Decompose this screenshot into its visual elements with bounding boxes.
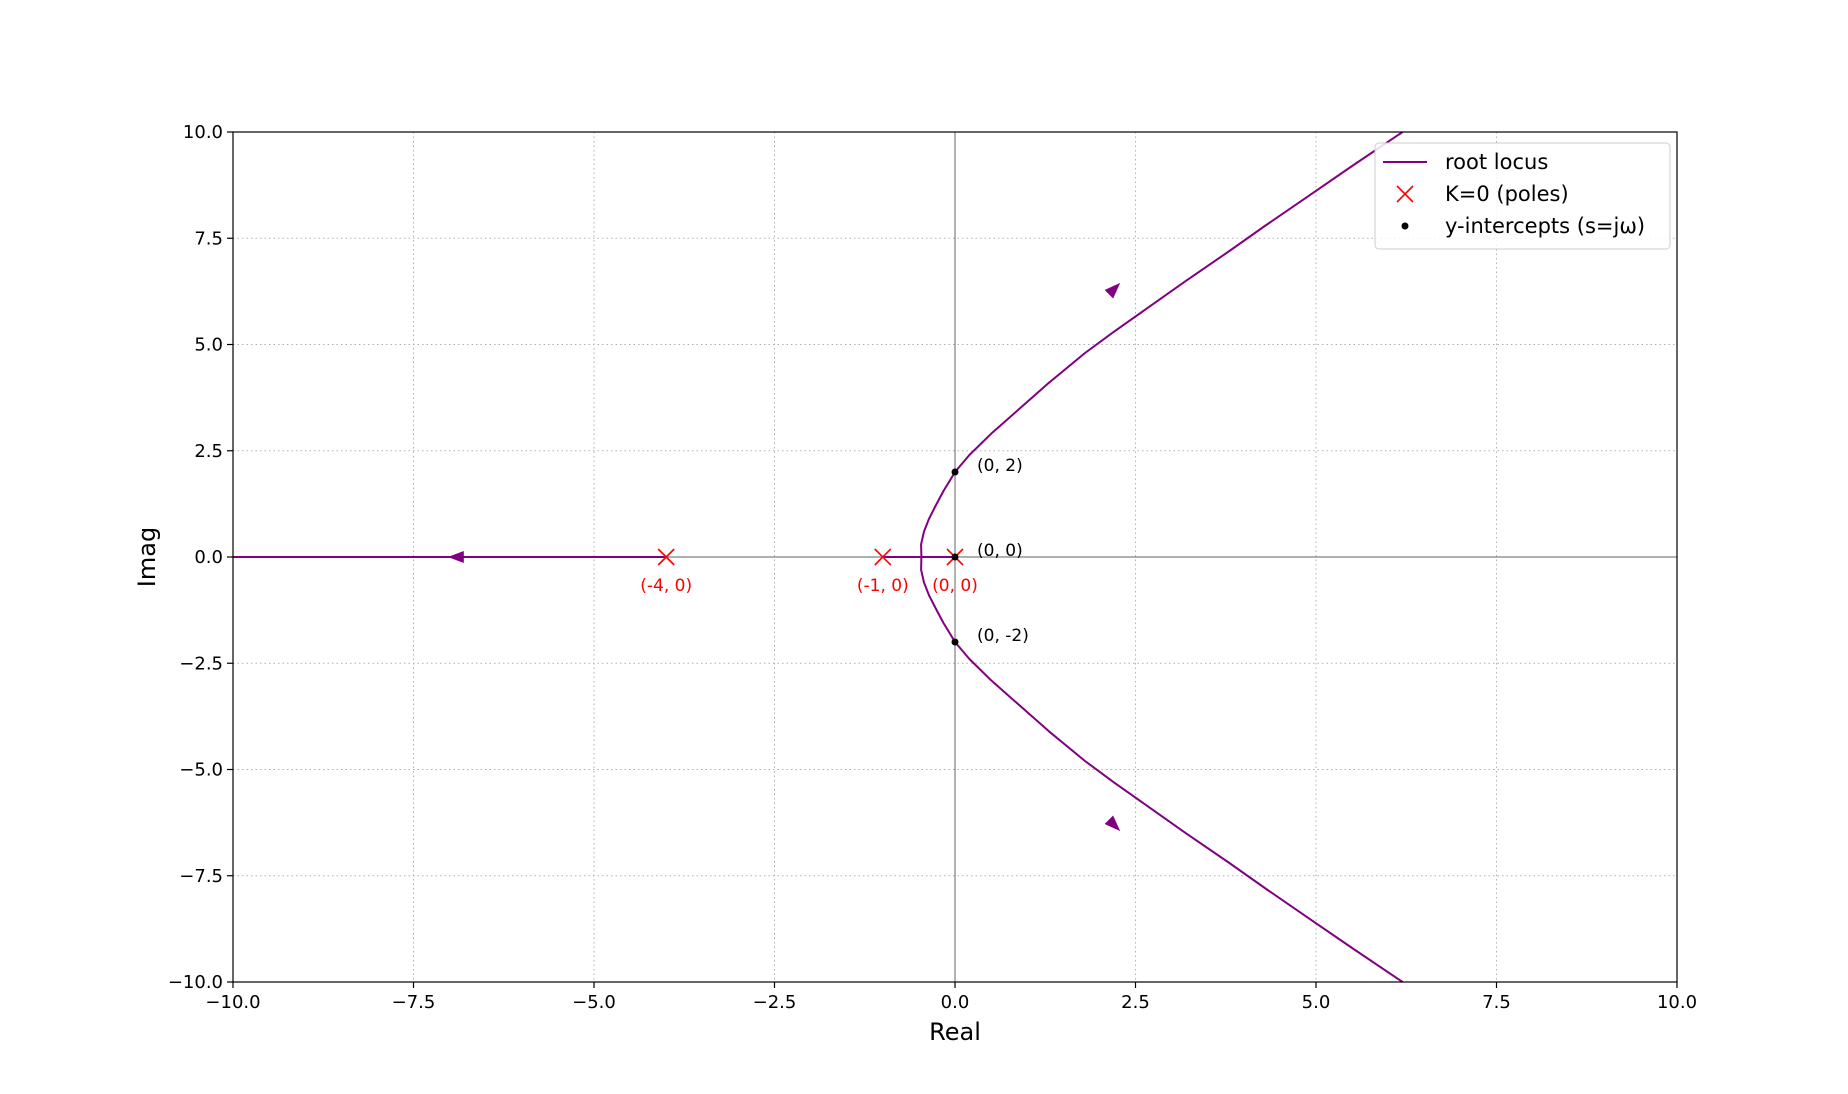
intercept-label: (0, -2) — [977, 626, 1029, 646]
x-tick-label: 2.5 — [1121, 992, 1150, 1013]
x-tick-label: 5.0 — [1302, 992, 1331, 1013]
intercept-label: (0, 0) — [977, 541, 1023, 561]
intercept-marker — [951, 638, 959, 646]
pole-marker — [874, 548, 892, 566]
x-tick-label: 0.0 — [941, 992, 970, 1013]
legend-item: K=0 (poles) — [1396, 182, 1569, 206]
x-tick-label: 10.0 — [1657, 992, 1697, 1013]
y-tick-label: 7.5 — [194, 228, 223, 249]
pole-label: (0, 0) — [932, 576, 978, 596]
x-tick-label: −7.5 — [392, 992, 436, 1013]
pole-x-stroke — [874, 548, 892, 566]
pole-label: (-4, 0) — [640, 576, 692, 596]
legend-dot-swatch — [1401, 222, 1409, 230]
legend-item: y-intercepts (s=jω) — [1401, 214, 1645, 238]
legend: root locus K=0 (poles) y-intercepts (s=jω) — [1374, 142, 1671, 250]
legend-box — [1374, 142, 1671, 250]
locus-direction-arrow — [447, 551, 464, 563]
root-locus-branch — [920, 131, 1404, 558]
root-locus-branch — [920, 556, 1404, 983]
y-tick-label: 0.0 — [194, 547, 223, 568]
pole-marker — [657, 548, 675, 566]
x-tick-label: −2.5 — [753, 992, 797, 1013]
intercept-marker — [951, 468, 959, 476]
legend-label: K=0 (poles) — [1445, 182, 1569, 206]
x-tick-label: −5.0 — [572, 992, 616, 1013]
legend-label: y-intercepts (s=jω) — [1445, 214, 1645, 238]
locus-direction-arrow — [1104, 815, 1121, 832]
y-axis-label: Imag — [133, 527, 161, 587]
plot-data: (-4, 0) (-1, 0) (0, 0) (0, 2) (0, 0) (0, -2) — [233, 131, 1404, 983]
legend-label: root locus — [1445, 150, 1548, 174]
pole-label: (-1, 0) — [857, 576, 909, 596]
y-tick-label: 2.5 — [194, 441, 223, 462]
x-tick-label: 7.5 — [1482, 992, 1511, 1013]
axis-ticks: −10.0 −7.5 −5.0 −2.5 0.0 2.5 5.0 7.5 10.0 −10.0 −7… — [168, 122, 1697, 1013]
y-tick-label: −2.5 — [179, 653, 223, 674]
pole-x-stroke — [657, 548, 675, 566]
intercept-marker — [951, 553, 959, 561]
x-tick-label: −10.0 — [205, 992, 260, 1013]
y-tick-label: −10.0 — [168, 972, 223, 993]
y-tick-label: −7.5 — [179, 866, 223, 887]
locus-direction-arrow — [1104, 282, 1121, 299]
x-axis-label: Real — [929, 1018, 981, 1046]
y-tick-label: 10.0 — [183, 122, 223, 143]
y-tick-label: 5.0 — [194, 335, 223, 356]
legend-item: root locus — [1383, 150, 1548, 174]
y-tick-label: −5.0 — [179, 760, 223, 781]
legend-x-swatch — [1396, 185, 1414, 203]
intercept-label: (0, 2) — [977, 456, 1023, 476]
